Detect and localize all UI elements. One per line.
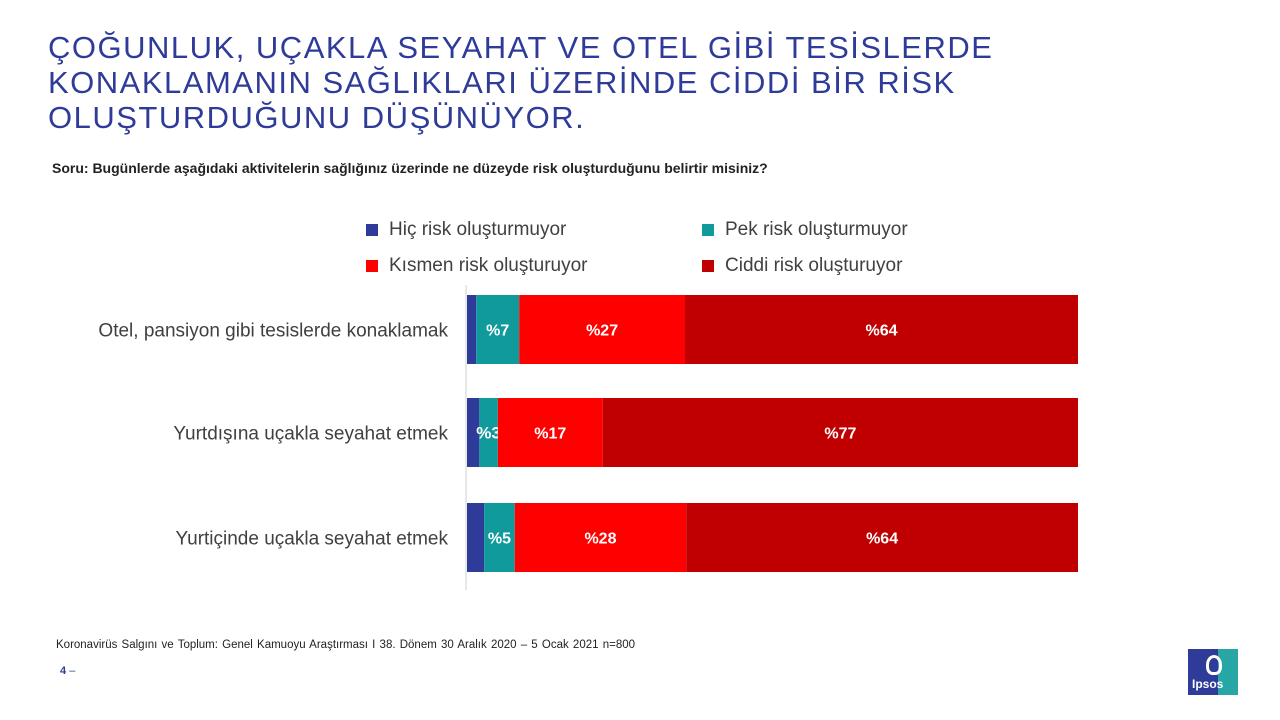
logo-wordmark: Ipsos [1192, 677, 1224, 691]
bar-value-label: %27 [586, 323, 618, 340]
page-title: ÇOĞUNLUK, UÇAKLA SEYAHAT VE OTEL GİBİ TE… [48, 30, 1148, 135]
bar-value-label: %77 [824, 426, 856, 443]
logo-mark-icon [1206, 655, 1222, 675]
legend-label: Kısmen risk oluşturuyor [389, 255, 588, 276]
bar-value-label: %17 [534, 426, 566, 443]
bar-segment [684, 295, 1078, 364]
bar-value-label: %64 [866, 531, 898, 548]
bar-segment [484, 503, 515, 572]
bar-value-label: %28 [584, 531, 616, 548]
legend-label: Pek risk oluşturmuyor [725, 219, 908, 240]
legend-label: Ciddi risk oluşturuyor [725, 255, 903, 276]
bar-segment [479, 398, 498, 467]
bar-value-label: %5 [488, 531, 511, 548]
bar-segment [514, 503, 687, 572]
legend-swatch [366, 260, 378, 272]
ipsos-logo: Ipsos [1188, 649, 1238, 695]
title-line: OLUŞTURDUĞUNU DÜŞÜNÜYOR. [48, 100, 586, 135]
bar-value-label: %3 [476, 424, 501, 443]
bar-value-label: %7 [486, 323, 509, 340]
legend-swatch [366, 224, 378, 236]
page-number-suffix: – [69, 665, 76, 677]
title-line: KONAKLAMANIN SAĞLIKLARI ÜZERİNDE CİDDİ B… [48, 65, 956, 100]
bar-segment [467, 398, 480, 467]
legend-label: Hiç risk oluşturmuyor [389, 219, 567, 240]
bar-segment [497, 398, 603, 467]
bar-value-label: %64 [865, 323, 897, 340]
chart-legend: Hiç risk oluşturmuyor Pek risk oluşturmu… [366, 218, 986, 282]
bar-segment [519, 295, 685, 364]
page-number-value: 4 [60, 665, 67, 677]
bar-segment [467, 503, 485, 572]
category-label: Otel, pansiyon gibi tesislerde konaklama… [98, 321, 448, 342]
category-label: Yurtdışına uçakla seyahat etmek [173, 424, 448, 445]
bar-segment [686, 503, 1078, 572]
source-footnote: Koronavirüs Salgını ve Toplum: Genel Kam… [56, 639, 636, 651]
legend-swatch [702, 260, 714, 272]
survey-question: Soru: Bugünlerde aşağıdaki aktivitelerin… [52, 160, 768, 176]
bar-segment [467, 295, 477, 364]
bar-segment [602, 398, 1078, 467]
page-number: 4 – [60, 665, 75, 677]
legend-swatch [702, 224, 714, 236]
title-line: ÇOĞUNLUK, UÇAKLA SEYAHAT VE OTEL GİBİ TE… [48, 30, 994, 65]
category-label: Yurtiçinde uçakla seyahat etmek [176, 529, 449, 550]
bar-segment [476, 295, 520, 364]
